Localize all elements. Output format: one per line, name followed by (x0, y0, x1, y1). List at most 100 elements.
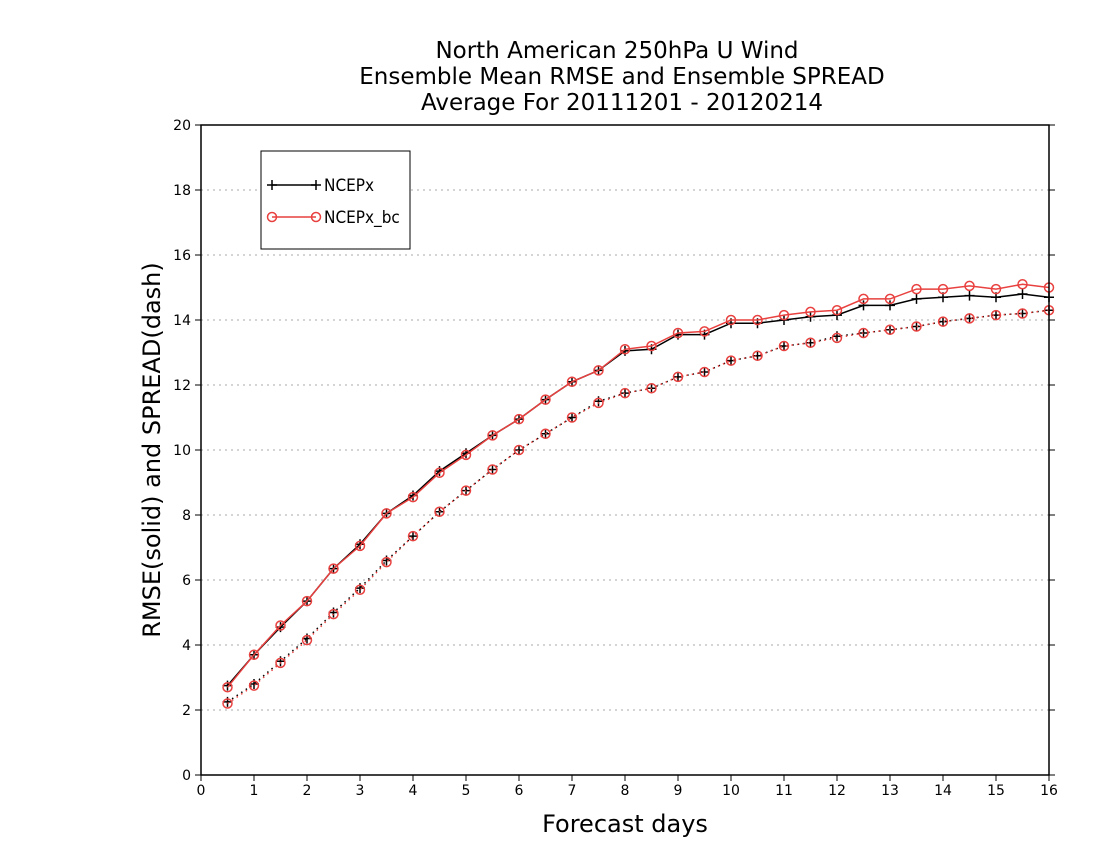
y-tick-label: 20 (173, 118, 191, 134)
x-tick-label: 3 (356, 783, 365, 799)
ncepx-bc-spread-point (354, 584, 366, 595)
ncepx-bc-rmse-point (778, 309, 790, 321)
ncepx-bc-rmse-point (672, 327, 684, 339)
ncepx-rmse-point (858, 300, 869, 311)
ncepx-bc-rmse-point (937, 283, 949, 295)
ncepx-bc-spread-point (275, 657, 286, 669)
ncepx-bc-spread-point (1017, 308, 1028, 319)
ncepx-bc-rmse-point (513, 413, 525, 425)
title-line-1: North American 250hPa U Wind (435, 38, 798, 64)
y-tick-label: 12 (173, 378, 191, 394)
ncepx-bc-rmse-point (381, 508, 392, 519)
ncepx-spread-point (487, 464, 498, 475)
ncepx-bc-rmse-point (964, 280, 975, 292)
ncepx-bc-spread-point (778, 340, 790, 352)
x-tick-label: 13 (881, 783, 899, 799)
legend-box (260, 150, 411, 250)
y-tick-label: 2 (182, 703, 191, 719)
x-tick-label: 7 (568, 783, 577, 799)
y-tick-label: 8 (182, 508, 191, 524)
ncepx-bc-rmse-point (540, 394, 551, 405)
ncepx-bc-spread-point (672, 371, 684, 383)
x-tick-label: 5 (462, 783, 471, 799)
x-axis-label: Forecast days (542, 810, 708, 838)
ncepx-spread-point (408, 531, 418, 542)
y-tick-label: 6 (182, 573, 191, 589)
x-tick-label: 12 (828, 783, 846, 799)
ncepx-bc-spread-point (540, 428, 551, 439)
ncepx-bc-rmse-point (725, 314, 737, 326)
x-tick-label: 9 (674, 783, 683, 799)
ncepx-bc-spread-point (937, 316, 949, 327)
ncepx-bc-rmse-point (593, 365, 604, 376)
legend: NCEPx NCEPx_bc (260, 150, 411, 250)
x-tick-label: 16 (1040, 783, 1058, 799)
x-tick-label: 2 (303, 783, 312, 799)
ncepx-bc-spread-point (301, 634, 313, 646)
ncepx-bc-spread-point (566, 412, 578, 423)
ncepx-bc-spread-point (990, 309, 1002, 321)
title-line-3: Average For 20111201 - 20120214 (421, 90, 823, 116)
series-ncepx-bc-rmse-line (226, 283, 1050, 688)
ncepx-bc-rmse-point (1017, 279, 1028, 290)
ncepx-bc-spread-point (381, 556, 392, 568)
ncepx-bc-rmse-point (354, 540, 366, 552)
ncepx-bc-spread-point (248, 680, 260, 691)
x-tick-label: 14 (934, 783, 952, 799)
ncepx-bc-spread-point (487, 464, 498, 475)
series-ncepx-rmse-line (226, 293, 1050, 687)
ncepx-bc-spread-point (699, 366, 710, 378)
ncepx-spread-point (858, 328, 869, 338)
ncepx-bc-rmse-point (805, 306, 816, 318)
y-tick-label: 16 (173, 248, 191, 264)
ncepx-bc-spread-point (434, 506, 445, 517)
ncepx-bc-rmse-point (566, 376, 578, 387)
ncepx-bc-spread-point (805, 337, 816, 348)
ncepx-bc-spread-point (725, 355, 737, 366)
gridlines (201, 189, 1049, 711)
legend-label: NCEPx_bc (324, 208, 400, 228)
legend-marker (311, 180, 321, 190)
ncepx-bc-spread-point (328, 608, 339, 620)
y-tick-label: 10 (173, 443, 191, 459)
title-line-2: Ensemble Mean RMSE and Ensemble SPREAD (359, 64, 884, 90)
x-tick-label: 11 (775, 783, 793, 799)
ncepx-rmse-point (964, 290, 975, 301)
ncepx-spread-point (752, 350, 763, 361)
ncepx-rmse-point (885, 300, 895, 311)
legend-marker (310, 211, 322, 223)
plot-area-frame (200, 124, 1050, 776)
ncepx-bc-spread-point (831, 332, 843, 344)
ncepx-bc-rmse-point (752, 314, 763, 326)
ncepx-spread-point (620, 388, 630, 399)
ncepx-bc-rmse-point (460, 449, 472, 461)
ncepx-bc-rmse-point (248, 649, 260, 660)
y-tick-label: 4 (182, 638, 191, 654)
x-tick-label: 8 (621, 783, 630, 799)
ncepx-bc-spread-point (752, 350, 763, 361)
ncepx-bc-rmse-point (434, 467, 445, 478)
ncepx-bc-spread-point (911, 321, 922, 332)
ncepx-bc-rmse-point (884, 293, 896, 305)
y-tick-label: 14 (173, 313, 191, 329)
ncepx-bc-rmse-point (328, 563, 339, 574)
ncepx-spread-point (911, 321, 922, 332)
series-ncepx-bc-spread-line (227, 309, 1050, 705)
ncepx-bc-rmse-point (301, 595, 313, 607)
ncepx-bc-spread-point (619, 387, 631, 399)
ncepx-bc-rmse-point (646, 340, 657, 352)
ncepx-bc-rmse-point (222, 682, 233, 693)
ncepx-rmse-point (911, 293, 922, 304)
ncepx-rmse-point (1017, 289, 1028, 299)
ncepx-bc-spread-point (646, 383, 657, 394)
x-tick-label: 6 (515, 783, 524, 799)
legend-label: NCEPx (324, 176, 374, 196)
legend-marker (267, 180, 277, 190)
ncepx-bc-rmse-point (990, 283, 1002, 295)
x-tick-label: 0 (197, 783, 206, 799)
ncepx-bc-rmse-point (858, 293, 869, 305)
y-tick-label: 0 (182, 768, 191, 784)
x-tick-label: 15 (987, 783, 1005, 799)
ncepx-bc-spread-point (222, 698, 233, 709)
ncepx-spread-point (699, 367, 710, 377)
